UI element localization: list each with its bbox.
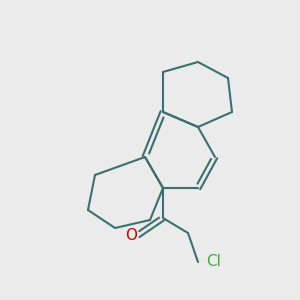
Text: O: O [125,227,137,242]
Text: Cl: Cl [206,254,221,268]
